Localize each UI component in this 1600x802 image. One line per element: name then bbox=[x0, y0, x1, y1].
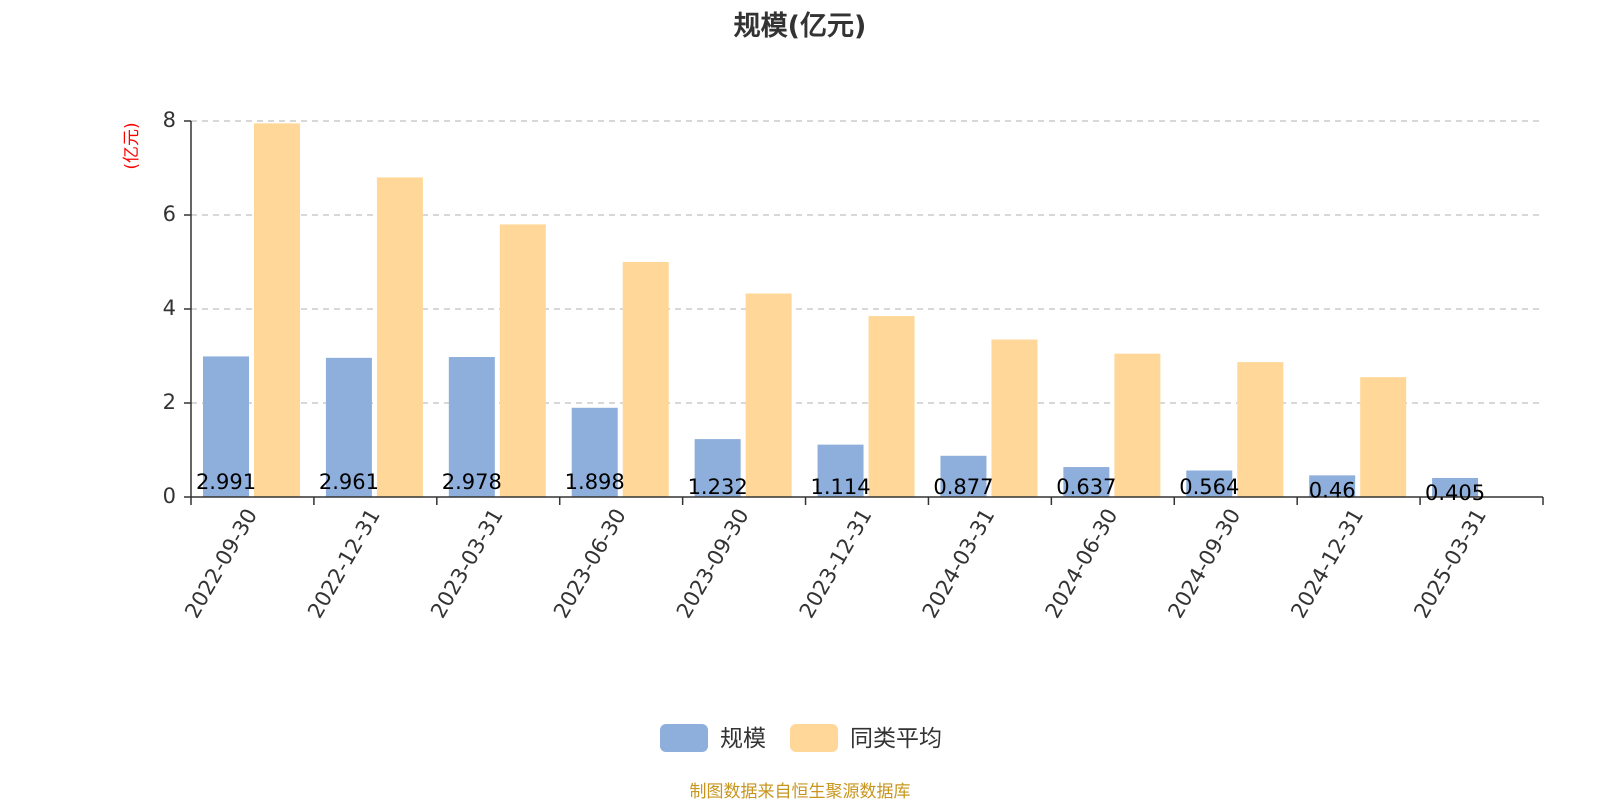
data-label: 0.405 bbox=[1425, 481, 1485, 505]
x-tick-label: 2024-12-31 bbox=[1286, 505, 1368, 623]
data-label: 0.46 bbox=[1309, 478, 1356, 502]
x-tick-label: 2023-03-31 bbox=[426, 505, 508, 623]
bar-scale[interactable] bbox=[694, 439, 741, 497]
bar-scale[interactable] bbox=[571, 407, 618, 497]
bar-peer-average[interactable] bbox=[622, 262, 669, 497]
bar-scale[interactable] bbox=[940, 455, 987, 497]
x-tick-label: 2024-03-31 bbox=[918, 505, 1000, 623]
x-tick-label: 2023-09-30 bbox=[672, 505, 754, 623]
bar-scale[interactable] bbox=[1309, 475, 1356, 497]
bar-peer-average[interactable] bbox=[376, 177, 423, 497]
data-label: 2.978 bbox=[442, 470, 502, 494]
legend-label-peer-average: 同类平均 bbox=[850, 726, 942, 752]
data-label: 2.961 bbox=[319, 470, 379, 494]
bar-scale[interactable] bbox=[448, 357, 495, 497]
x-tick-label: 2025-03-31 bbox=[1409, 505, 1491, 623]
legend-item-scale[interactable]: 规模 bbox=[660, 724, 766, 752]
data-label: 0.877 bbox=[933, 475, 993, 499]
y-tick-label: 4 bbox=[163, 296, 176, 320]
data-label: 1.114 bbox=[810, 475, 870, 499]
legend-item-peer-average[interactable]: 同类平均 bbox=[790, 724, 942, 752]
y-axis-unit-label: (亿元) bbox=[122, 122, 142, 169]
y-tick-label: 0 bbox=[163, 484, 176, 508]
y-tick-label: 6 bbox=[163, 202, 176, 226]
bar-scale[interactable] bbox=[1432, 477, 1479, 497]
legend-label-scale: 规模 bbox=[720, 726, 766, 752]
bar-peer-average[interactable] bbox=[1360, 377, 1407, 497]
bar-scale[interactable] bbox=[1186, 470, 1233, 497]
data-label: 1.898 bbox=[565, 470, 625, 494]
data-label: 1.232 bbox=[688, 475, 748, 499]
legend-swatch-scale bbox=[660, 724, 708, 752]
bar-scale[interactable] bbox=[325, 357, 372, 497]
bar-scale[interactable] bbox=[817, 444, 864, 497]
bar-peer-average[interactable] bbox=[254, 123, 300, 497]
legend[interactable]: 规模 同类平均 bbox=[660, 724, 942, 752]
bar-peer-average[interactable] bbox=[499, 224, 546, 497]
legend-swatch-peer-average bbox=[790, 724, 838, 752]
x-tick-label: 2023-06-30 bbox=[549, 505, 631, 623]
bar-peer-average[interactable] bbox=[991, 339, 1038, 497]
bar-scale[interactable] bbox=[1063, 467, 1110, 497]
bar-scale[interactable] bbox=[203, 356, 249, 497]
bars bbox=[203, 123, 1479, 497]
data-label: 0.564 bbox=[1179, 475, 1239, 499]
y-tick-label: 8 bbox=[163, 108, 176, 132]
bar-peer-average[interactable] bbox=[1237, 362, 1284, 497]
x-tick-label: 2022-09-30 bbox=[180, 505, 262, 623]
x-tick-label: 2024-06-30 bbox=[1041, 505, 1123, 623]
bar-peer-average[interactable] bbox=[1114, 353, 1161, 497]
y-tick-label: 2 bbox=[163, 390, 176, 414]
x-tick-label: 2023-12-31 bbox=[795, 505, 877, 623]
x-tick-label: 2024-09-30 bbox=[1163, 505, 1245, 623]
data-label: 2.991 bbox=[196, 470, 256, 494]
bar-peer-average[interactable] bbox=[868, 316, 915, 497]
x-tick-label: 2022-12-31 bbox=[303, 505, 385, 623]
bar-peer-average[interactable] bbox=[745, 293, 792, 497]
chart-title: 规模(亿元) bbox=[733, 11, 867, 42]
data-label: 0.637 bbox=[1056, 475, 1116, 499]
data-source-note: 制图数据来自恒生聚源数据库 bbox=[689, 782, 911, 802]
data-labels: 2.991 2.961 2.978 1.898 1.232 1.114 0.877 0.637… bbox=[196, 470, 1485, 505]
